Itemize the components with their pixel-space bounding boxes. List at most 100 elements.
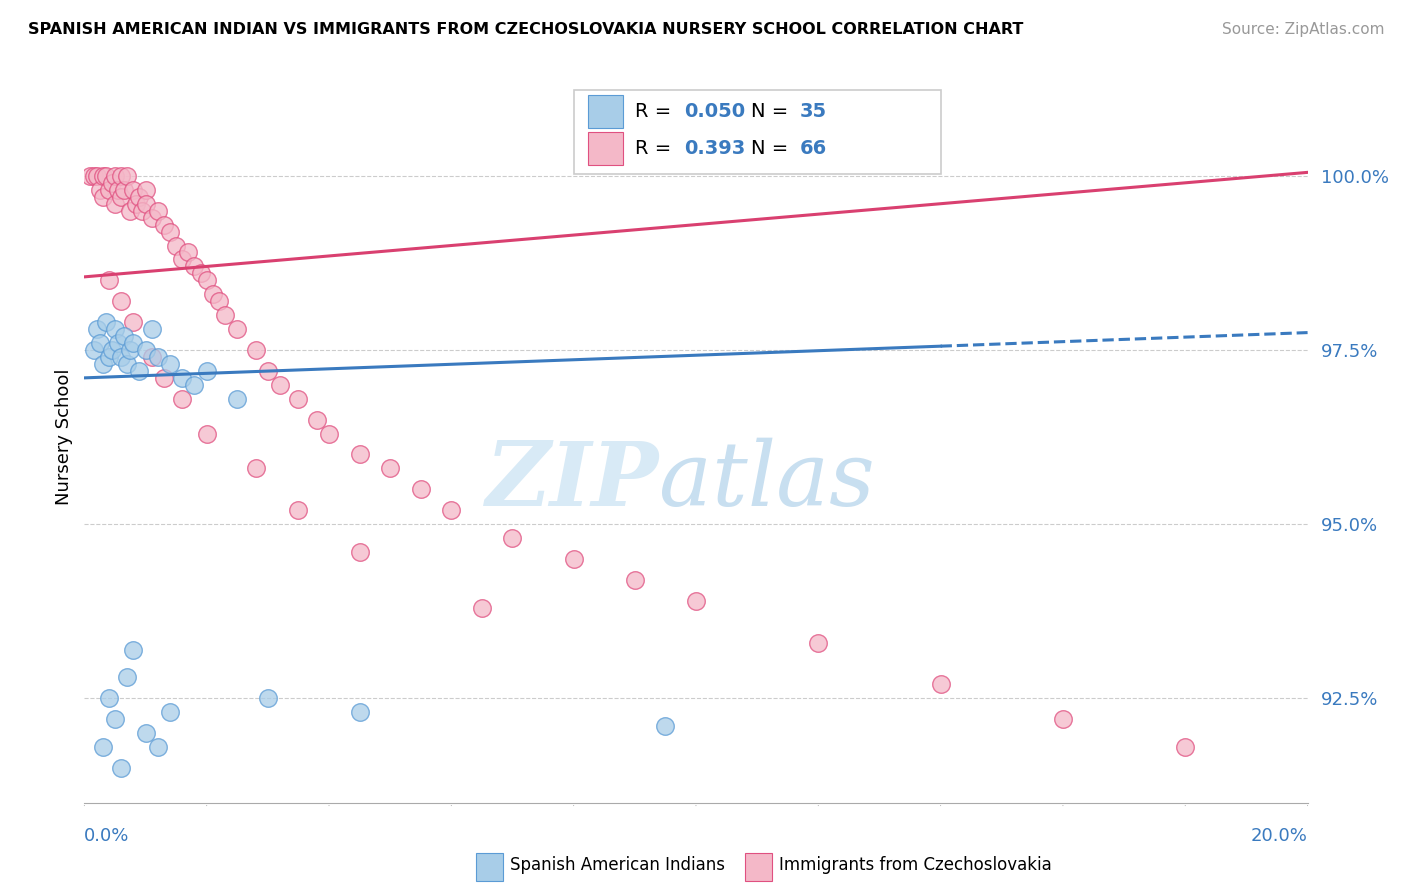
Point xyxy=(562,552,585,566)
Point xyxy=(101,176,124,190)
Point xyxy=(112,329,135,343)
Point xyxy=(159,357,181,371)
Point xyxy=(128,364,150,378)
Point xyxy=(305,412,328,426)
Point xyxy=(122,642,145,657)
Point xyxy=(153,218,176,232)
Text: atlas: atlas xyxy=(659,438,875,524)
Point xyxy=(110,190,132,204)
Point xyxy=(214,308,236,322)
Text: Immigrants from Czechoslovakia: Immigrants from Czechoslovakia xyxy=(779,856,1052,874)
Point xyxy=(110,169,132,183)
Point xyxy=(190,266,212,280)
Point xyxy=(141,322,163,336)
Point xyxy=(195,364,218,378)
Text: SPANISH AMERICAN INDIAN VS IMMIGRANTS FROM CZECHOSLOVAKIA NURSERY SCHOOL CORRELA: SPANISH AMERICAN INDIAN VS IMMIGRANTS FR… xyxy=(28,22,1024,37)
Point xyxy=(104,712,127,726)
Point xyxy=(89,183,111,197)
Text: N =: N = xyxy=(751,102,794,121)
Point xyxy=(83,169,105,183)
Point xyxy=(195,426,218,441)
Point xyxy=(172,392,194,406)
Point xyxy=(115,670,138,684)
Point xyxy=(135,183,157,197)
Point xyxy=(115,169,138,183)
Point xyxy=(409,483,432,497)
Text: 0.393: 0.393 xyxy=(683,138,745,158)
Point xyxy=(226,392,249,406)
Point xyxy=(146,203,169,218)
Text: Source: ZipAtlas.com: Source: ZipAtlas.com xyxy=(1222,22,1385,37)
Point xyxy=(120,343,142,357)
Point xyxy=(112,183,135,197)
Point xyxy=(94,169,117,183)
Point xyxy=(269,377,291,392)
Point xyxy=(128,190,150,204)
Point xyxy=(380,461,402,475)
Point xyxy=(146,350,169,364)
Point xyxy=(97,350,120,364)
Point xyxy=(89,336,111,351)
Point xyxy=(287,392,309,406)
Point xyxy=(146,740,169,755)
Point xyxy=(440,503,463,517)
Point xyxy=(91,190,114,204)
Point xyxy=(91,357,114,371)
Point xyxy=(141,211,163,225)
Point xyxy=(135,343,157,357)
Point xyxy=(110,294,132,309)
Point xyxy=(97,691,120,706)
Point xyxy=(349,545,371,559)
Text: ZIP: ZIP xyxy=(486,438,659,524)
Point xyxy=(97,273,120,287)
Point xyxy=(131,203,153,218)
FancyBboxPatch shape xyxy=(574,90,941,174)
Point xyxy=(318,426,340,441)
Point xyxy=(177,245,200,260)
Point xyxy=(159,225,181,239)
Point xyxy=(349,705,371,719)
Text: 0.0%: 0.0% xyxy=(84,827,129,846)
Point xyxy=(125,196,148,211)
Text: Spanish American Indians: Spanish American Indians xyxy=(510,856,725,874)
Y-axis label: Nursery School: Nursery School xyxy=(55,368,73,506)
Point xyxy=(94,315,117,329)
Point xyxy=(159,705,181,719)
Point xyxy=(104,196,127,211)
Point xyxy=(110,761,132,775)
Text: R =: R = xyxy=(636,138,683,158)
Text: R =: R = xyxy=(636,102,678,121)
Point xyxy=(120,203,142,218)
Point xyxy=(685,594,707,608)
Point xyxy=(1052,712,1074,726)
Point xyxy=(501,531,523,545)
Point xyxy=(807,635,830,649)
Point xyxy=(245,343,267,357)
Point xyxy=(122,315,145,329)
Point xyxy=(257,691,280,706)
Point xyxy=(226,322,249,336)
Point xyxy=(624,573,647,587)
Point xyxy=(107,183,129,197)
Point xyxy=(141,350,163,364)
FancyBboxPatch shape xyxy=(745,854,772,881)
FancyBboxPatch shape xyxy=(475,854,503,881)
Point xyxy=(183,377,205,392)
Point xyxy=(135,196,157,211)
Point xyxy=(245,461,267,475)
Point xyxy=(201,287,224,301)
Text: 20.0%: 20.0% xyxy=(1251,827,1308,846)
Point xyxy=(195,273,218,287)
Point xyxy=(153,371,176,385)
Text: 66: 66 xyxy=(800,138,827,158)
Point xyxy=(104,169,127,183)
Point xyxy=(79,169,101,183)
Point xyxy=(1174,740,1197,755)
Point xyxy=(183,260,205,274)
Point xyxy=(929,677,952,691)
Point xyxy=(107,336,129,351)
Point xyxy=(122,183,145,197)
Point xyxy=(257,364,280,378)
Point xyxy=(287,503,309,517)
Text: 35: 35 xyxy=(800,102,827,121)
